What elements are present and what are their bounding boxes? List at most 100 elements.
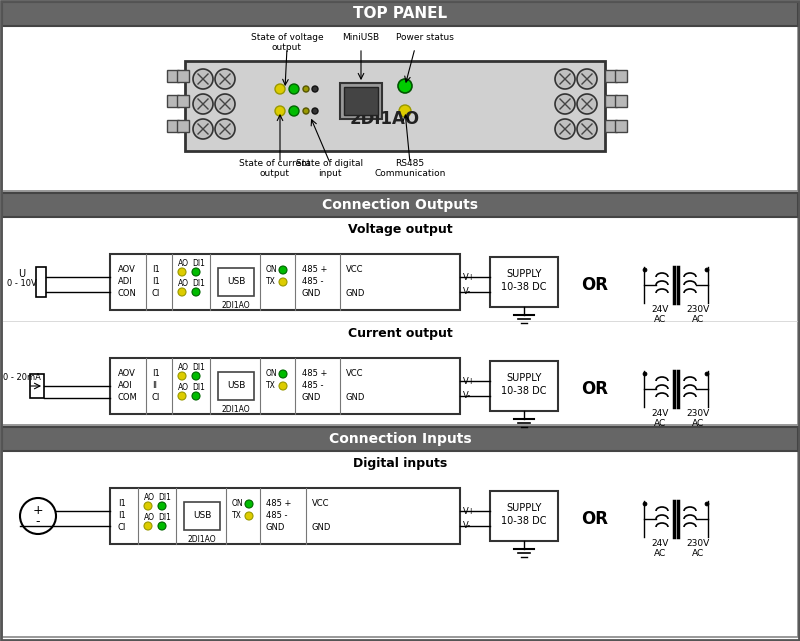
- Text: V+: V+: [463, 376, 476, 385]
- Bar: [340, 83, 382, 119]
- Text: AO: AO: [178, 383, 189, 392]
- Text: 10-38 DC: 10-38 DC: [502, 282, 546, 292]
- Text: USB: USB: [227, 278, 245, 287]
- Text: DI1: DI1: [192, 383, 205, 392]
- Text: output: output: [260, 169, 290, 178]
- Circle shape: [215, 69, 235, 89]
- Bar: [615, 70, 627, 82]
- Text: I1: I1: [152, 265, 160, 274]
- Circle shape: [577, 69, 597, 89]
- Text: Power status: Power status: [396, 33, 454, 42]
- Text: AOV: AOV: [118, 265, 136, 274]
- Circle shape: [245, 500, 253, 508]
- Circle shape: [192, 268, 200, 276]
- Bar: [2, 2, 798, 26]
- Text: 24V: 24V: [651, 540, 669, 549]
- Circle shape: [289, 84, 299, 94]
- Text: -: -: [36, 515, 40, 528]
- Text: DI1: DI1: [192, 260, 205, 269]
- Bar: [2, 26, 798, 191]
- Text: GND: GND: [302, 394, 322, 403]
- Circle shape: [193, 119, 213, 139]
- Text: 24V: 24V: [651, 306, 669, 315]
- Text: AC: AC: [654, 315, 666, 324]
- Circle shape: [643, 268, 647, 272]
- Bar: [167, 95, 179, 107]
- Circle shape: [303, 108, 309, 114]
- Text: State of digital: State of digital: [297, 158, 363, 167]
- Text: USB: USB: [227, 381, 245, 390]
- Circle shape: [399, 105, 411, 117]
- Text: AC: AC: [654, 549, 666, 558]
- Bar: [2, 451, 798, 637]
- Bar: [490, 491, 558, 541]
- Circle shape: [178, 392, 186, 400]
- Text: SUPPLY: SUPPLY: [506, 503, 542, 513]
- Text: DI1: DI1: [192, 363, 205, 372]
- Text: 0 - 20mA: 0 - 20mA: [3, 374, 41, 383]
- Text: 2DI1AO: 2DI1AO: [222, 404, 250, 413]
- Text: OR: OR: [582, 510, 609, 528]
- Circle shape: [193, 94, 213, 114]
- Text: AOV: AOV: [118, 369, 136, 378]
- Circle shape: [192, 288, 200, 296]
- Circle shape: [158, 502, 166, 510]
- Text: TOP PANEL: TOP PANEL: [353, 6, 447, 22]
- Text: Communication: Communication: [374, 169, 446, 178]
- Text: GND: GND: [266, 524, 286, 533]
- Text: Current output: Current output: [348, 326, 452, 340]
- Text: VCC: VCC: [312, 499, 330, 508]
- Text: AO: AO: [178, 260, 189, 269]
- Bar: [167, 120, 179, 132]
- Bar: [177, 95, 189, 107]
- Circle shape: [279, 278, 287, 286]
- Text: 2DI1AO: 2DI1AO: [222, 301, 250, 310]
- Circle shape: [398, 79, 412, 93]
- Text: AO: AO: [178, 279, 189, 288]
- Text: State of voltage: State of voltage: [250, 33, 323, 42]
- Bar: [167, 70, 179, 82]
- Bar: [605, 70, 617, 82]
- Text: GND: GND: [312, 524, 331, 533]
- Circle shape: [577, 94, 597, 114]
- Circle shape: [643, 372, 647, 376]
- Circle shape: [303, 86, 309, 92]
- Text: TX: TX: [232, 512, 242, 520]
- Text: VCC: VCC: [346, 265, 363, 274]
- Text: 485 -: 485 -: [302, 381, 323, 390]
- Text: State of current: State of current: [239, 158, 310, 167]
- Circle shape: [193, 69, 213, 89]
- Bar: [110, 488, 460, 544]
- Text: AC: AC: [692, 419, 704, 428]
- Text: V-: V-: [463, 392, 471, 401]
- Text: CI: CI: [118, 524, 126, 533]
- Text: AC: AC: [654, 419, 666, 428]
- Text: V-: V-: [463, 522, 471, 531]
- Bar: [218, 372, 254, 400]
- Bar: [185, 61, 605, 151]
- Circle shape: [192, 372, 200, 380]
- Circle shape: [705, 372, 709, 376]
- Text: ON: ON: [266, 369, 278, 378]
- Text: U: U: [18, 269, 26, 279]
- Text: I1: I1: [118, 499, 126, 508]
- Text: V+: V+: [463, 506, 476, 515]
- Text: RS485: RS485: [395, 158, 425, 167]
- Text: AO: AO: [178, 363, 189, 372]
- Text: 485 +: 485 +: [302, 265, 327, 274]
- Text: 485 -: 485 -: [266, 512, 287, 520]
- Text: SUPPLY: SUPPLY: [506, 373, 542, 383]
- Text: V+: V+: [463, 272, 476, 281]
- Text: I1: I1: [152, 369, 160, 378]
- Text: DI1: DI1: [192, 279, 205, 288]
- Circle shape: [643, 502, 647, 506]
- Text: ADI: ADI: [118, 278, 133, 287]
- Text: Connection Outputs: Connection Outputs: [322, 198, 478, 212]
- Bar: [177, 70, 189, 82]
- Text: 10-38 DC: 10-38 DC: [502, 516, 546, 526]
- Circle shape: [312, 108, 318, 114]
- Text: TX: TX: [266, 278, 276, 287]
- Text: ON: ON: [266, 265, 278, 274]
- Circle shape: [312, 86, 318, 92]
- Bar: [2, 217, 798, 425]
